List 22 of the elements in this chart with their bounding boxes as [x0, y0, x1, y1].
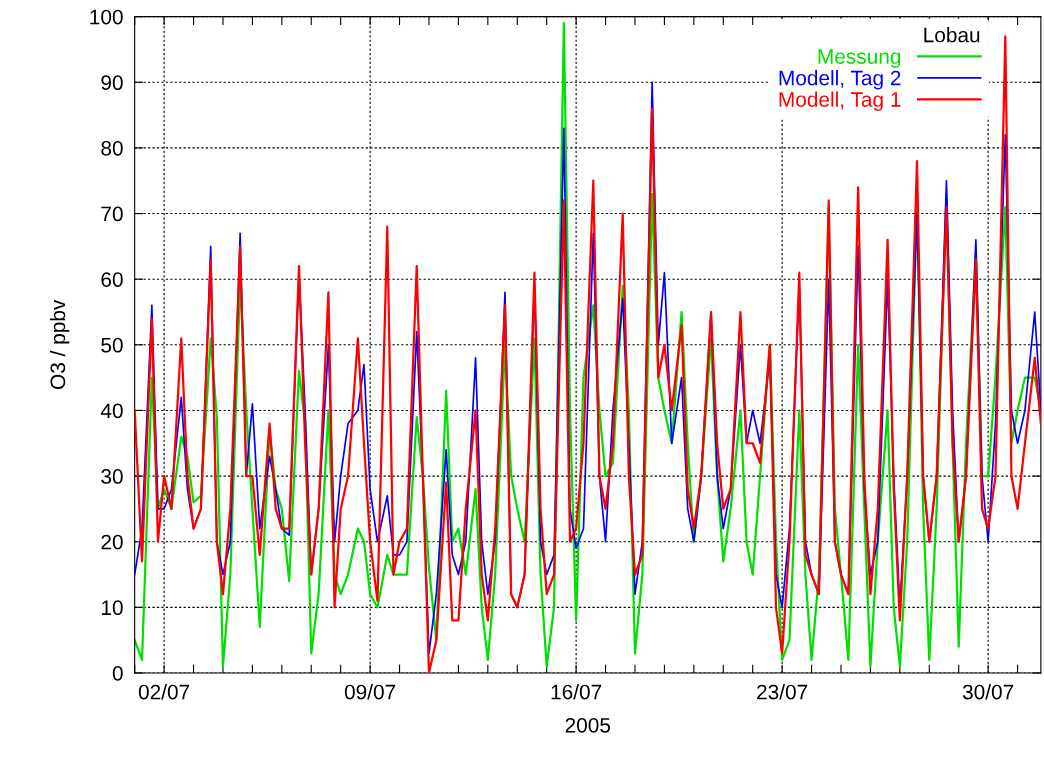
y-tick-label: 90 — [101, 75, 123, 91]
legend-title: Lobau — [924, 27, 980, 43]
x-tick-label: 30/07 — [962, 684, 1014, 700]
x-axis-title: 2005 — [565, 717, 611, 733]
y-tick-label: 80 — [101, 140, 123, 156]
x-tick-label: 09/07 — [344, 684, 396, 700]
y-tick-label: 10 — [101, 600, 123, 616]
x-tick-label: 23/07 — [757, 684, 808, 700]
y-tick-label: 20 — [101, 534, 123, 550]
y-axis-title: O3 / ppbv — [49, 299, 70, 389]
y-tick-label: 0 — [112, 665, 123, 681]
legend-label: Messung — [818, 49, 901, 68]
y-tick-label: 30 — [101, 469, 123, 484]
x-tick-label: 02/07 — [138, 684, 190, 700]
y-tick-label: 60 — [101, 272, 123, 287]
y-tick-label: 100 — [90, 9, 123, 25]
legend-label: Modell, Tag 2 — [779, 70, 901, 90]
x-tick-label: 16/07 — [551, 684, 602, 700]
legend-label: Modell, Tag 1 — [779, 91, 901, 111]
y-tick-label: 40 — [100, 403, 123, 419]
y-tick-label: 70 — [101, 206, 123, 222]
y-tick-label: 50 — [101, 337, 123, 353]
